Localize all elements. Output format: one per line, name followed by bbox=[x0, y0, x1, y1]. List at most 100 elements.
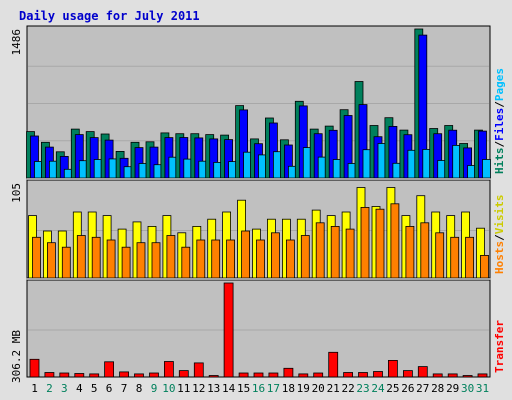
bars-hits-files-pages bbox=[26, 28, 491, 179]
y-max-label: 105 bbox=[10, 183, 23, 203]
day-label-19: 19 bbox=[297, 382, 310, 395]
side-label-part: / bbox=[493, 234, 506, 241]
bar-hosts-day-9 bbox=[151, 242, 161, 279]
bar-hosts-day-27 bbox=[420, 222, 430, 279]
bar-hosts-day-15 bbox=[241, 230, 251, 279]
side-label-transfer: Transfer bbox=[493, 320, 506, 373]
day-label-24: 24 bbox=[371, 382, 385, 395]
side-label-part: Files bbox=[493, 108, 506, 141]
bar-hosts-day-25 bbox=[390, 203, 400, 279]
bar-transfer-day-24 bbox=[373, 371, 383, 378]
day-label-17: 17 bbox=[267, 382, 280, 395]
day-label-4: 4 bbox=[76, 382, 83, 395]
bar-transfer-day-20 bbox=[313, 372, 324, 378]
panel-frame bbox=[26, 279, 491, 378]
bar-transfer-day-7 bbox=[119, 371, 129, 378]
day-label-27: 27 bbox=[416, 382, 429, 395]
bar-transfer-day-2 bbox=[44, 372, 55, 378]
day-label-23: 23 bbox=[356, 382, 369, 395]
bar-hosts-day-16 bbox=[256, 239, 265, 279]
side-label-part: Transfer bbox=[493, 320, 506, 373]
day-label-8: 8 bbox=[136, 382, 143, 395]
bar-hosts-day-8 bbox=[136, 242, 146, 279]
day-label-3: 3 bbox=[61, 382, 68, 395]
side-label-hits-files-pages: Hits/Files/Pages bbox=[493, 68, 506, 174]
bar-hosts-day-18 bbox=[285, 239, 295, 279]
bar-transfer-day-15 bbox=[238, 372, 249, 378]
bar-transfer-day-17 bbox=[268, 372, 279, 378]
bar-transfer-day-16 bbox=[253, 372, 264, 378]
day-label-15: 15 bbox=[237, 382, 250, 395]
day-label-11: 11 bbox=[177, 382, 190, 395]
day-label-16: 16 bbox=[252, 382, 265, 395]
bar-hosts-day-4 bbox=[76, 235, 86, 279]
bar-hosts-day-12 bbox=[196, 239, 206, 279]
day-label-25: 25 bbox=[386, 382, 399, 395]
bar-transfer-day-14 bbox=[223, 282, 234, 378]
chart-panels: 1486Hits/Files/Pages105Hosts/Visits306.2… bbox=[10, 25, 506, 383]
bar-hosts-day-11 bbox=[181, 246, 191, 279]
panel-hits-files-pages: 1486 Hits/Files/Pages bbox=[10, 25, 506, 179]
bar-transfer-day-27 bbox=[417, 366, 428, 378]
bar-transfer-day-31 bbox=[477, 373, 488, 378]
day-label-7: 7 bbox=[121, 382, 128, 395]
bar-hosts-day-26 bbox=[405, 225, 415, 279]
y-max-label: 1486 bbox=[10, 29, 23, 56]
day-label-1: 1 bbox=[31, 382, 38, 395]
bar-transfer-day-6 bbox=[104, 361, 114, 378]
bar-transfer-day-29 bbox=[447, 373, 458, 378]
day-labels: 1 2 3 4 5 6 7 8 9 10 11 12 13 14 15 16 17 18 19 20 21 22 23 24 2… bbox=[31, 382, 489, 395]
bar-hosts-day-5 bbox=[91, 236, 101, 279]
bars-hosts-visits bbox=[28, 187, 489, 279]
bar-hosts-day-6 bbox=[106, 239, 116, 279]
side-label-part: Pages bbox=[493, 68, 506, 101]
bar-transfer-day-10 bbox=[163, 361, 174, 378]
bar-transfer-day-5 bbox=[89, 373, 100, 378]
bar-transfer-day-21 bbox=[328, 351, 339, 378]
day-label-31: 31 bbox=[476, 382, 489, 395]
day-label-14: 14 bbox=[222, 382, 236, 395]
bar-transfer-day-28 bbox=[432, 373, 443, 378]
side-label-part: Hosts bbox=[493, 241, 506, 274]
day-label-22: 22 bbox=[341, 382, 354, 395]
bar-hosts-day-1 bbox=[32, 236, 41, 279]
bar-transfer-day-11 bbox=[178, 370, 189, 378]
bar-transfer-day-30 bbox=[462, 375, 473, 378]
day-label-28: 28 bbox=[431, 382, 444, 395]
bar-transfer-day-1 bbox=[29, 358, 40, 378]
bar-transfer-day-23 bbox=[358, 372, 368, 378]
side-label-part: Visits bbox=[493, 195, 506, 235]
bar-hosts-day-31 bbox=[480, 254, 489, 279]
bar-hosts-day-22 bbox=[345, 228, 355, 279]
bars-transfer bbox=[29, 282, 488, 378]
side-label-part: / bbox=[493, 101, 506, 108]
chart-title: Daily usage for July 2011 bbox=[19, 9, 200, 23]
bar-transfer-day-18 bbox=[283, 367, 294, 378]
day-label-26: 26 bbox=[401, 382, 414, 395]
bar-hosts-day-7 bbox=[121, 246, 131, 279]
bar-pages-day-31 bbox=[482, 159, 491, 179]
day-label-20: 20 bbox=[312, 382, 325, 395]
bar-transfer-day-22 bbox=[343, 372, 354, 378]
day-label-6: 6 bbox=[106, 382, 113, 395]
day-label-18: 18 bbox=[282, 382, 295, 395]
bar-hosts-day-28 bbox=[435, 232, 445, 279]
bar-transfer-day-26 bbox=[402, 370, 413, 378]
bar-hosts-day-10 bbox=[166, 235, 176, 279]
bar-hosts-day-3 bbox=[61, 246, 71, 279]
side-label-part: / bbox=[493, 141, 506, 148]
bar-hosts-day-30 bbox=[465, 236, 475, 279]
bar-hosts-day-17 bbox=[270, 232, 280, 279]
y-tick-label: 306.2 MB bbox=[10, 330, 23, 383]
bar-hosts-day-19 bbox=[300, 235, 310, 279]
day-label-21: 21 bbox=[327, 382, 340, 395]
bar-transfer-day-12 bbox=[193, 362, 204, 378]
day-label-2: 2 bbox=[46, 382, 53, 395]
bar-hosts-day-21 bbox=[330, 225, 340, 279]
day-label-10: 10 bbox=[162, 382, 175, 395]
panel-transfer: 306.2 MB Transfer bbox=[10, 279, 506, 383]
bar-transfer-day-4 bbox=[74, 373, 85, 378]
bar-hosts-day-13 bbox=[211, 239, 221, 279]
bar-transfer-day-3 bbox=[59, 372, 70, 378]
day-label-13: 13 bbox=[207, 382, 220, 395]
